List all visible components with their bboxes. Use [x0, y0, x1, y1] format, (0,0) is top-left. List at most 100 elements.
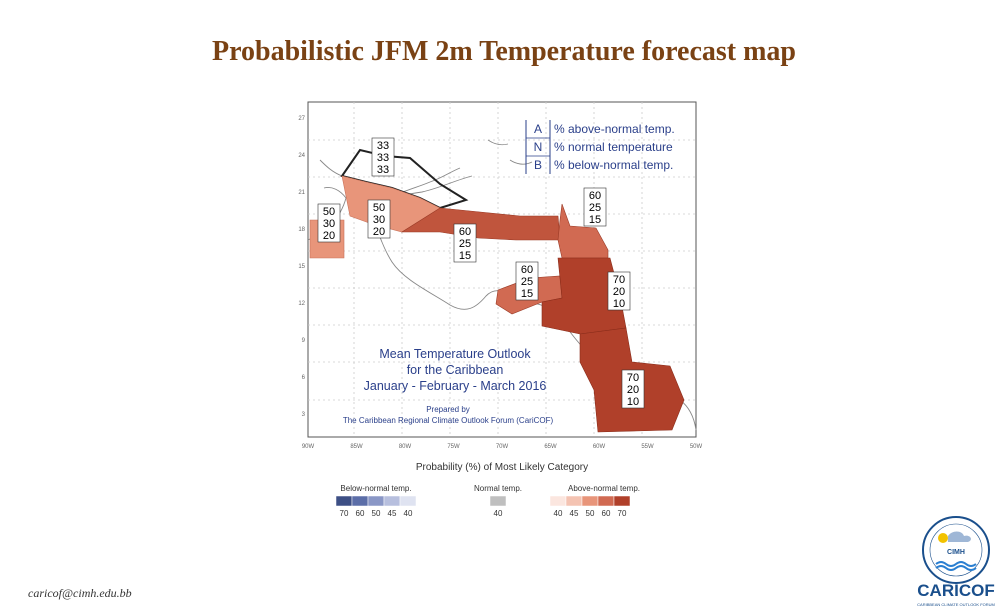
svg-text:33: 33: [377, 164, 389, 176]
footer-email[interactable]: caricof@cimh.edu.bb: [28, 586, 132, 600]
legend-tick: 45: [388, 509, 397, 518]
legend-above-label: Above-normal temp.: [568, 484, 640, 493]
key-text-below: % below-normal temp.: [554, 158, 673, 172]
lon-label: 70W: [496, 444, 509, 450]
legend-swatch: [367, 495, 385, 507]
svg-text:60: 60: [589, 190, 601, 202]
lat-label: 18: [298, 227, 305, 233]
slide-title: Probabilistic JFM 2m Temperature forecas…: [211, 36, 797, 67]
legend-swatch: [581, 495, 599, 507]
legend-tick: 70: [618, 509, 627, 518]
lat-label: 6: [302, 375, 306, 381]
svg-text:10: 10: [613, 298, 625, 310]
legend-tick: 50: [586, 509, 595, 518]
svg-text:for the Caribbean: for the Caribbean: [407, 363, 504, 377]
lat-label: 21: [298, 190, 305, 196]
prob-box-cuba: 50 30 20: [367, 199, 391, 239]
svg-text:20: 20: [613, 286, 625, 298]
legend-tick: 60: [602, 509, 611, 518]
legend-swatch: [565, 495, 583, 507]
prob-box-bahamas: 33 33 33: [371, 137, 395, 177]
legend-swatch: [335, 495, 353, 507]
svg-text:15: 15: [521, 288, 533, 300]
key-letter-n: N: [534, 140, 543, 154]
key-text-normal: % normal temperature: [554, 140, 673, 154]
legend-below: Below-normal temp. 70 60 50 45 40: [335, 484, 417, 518]
prob-box-belize: 50 30 20: [317, 203, 341, 243]
svg-text:60: 60: [459, 226, 471, 238]
lat-label: 24: [298, 153, 305, 159]
svg-text:15: 15: [589, 214, 601, 226]
svg-text:Mean Temperature Outlook: Mean Temperature Outlook: [379, 347, 531, 361]
legend-swatch: [399, 495, 417, 507]
wave-icon: [935, 561, 977, 567]
svg-text:70: 70: [613, 274, 625, 286]
svg-text:70: 70: [627, 372, 639, 384]
legend-swatch: [351, 495, 369, 507]
forecast-map-svg: 33 33 33 50 30 20 50 30 20 60 25 15 60 2…: [298, 101, 703, 518]
legend-tick: 50: [372, 509, 381, 518]
svg-text:20: 20: [323, 230, 335, 242]
cimh-label: CIMH: [947, 549, 965, 556]
svg-text:50: 50: [373, 202, 385, 214]
legend-tick: 40: [494, 509, 503, 518]
prob-box-abc-islands: 60 25 15: [515, 261, 539, 301]
svg-text:30: 30: [323, 218, 335, 230]
legend-swatch: [383, 495, 401, 507]
legend-normal-label: Normal temp.: [474, 484, 522, 493]
lon-label: 50W: [690, 444, 703, 450]
lon-label: 80W: [399, 444, 412, 450]
lat-label: 12: [298, 301, 305, 307]
lon-label: 55W: [641, 444, 654, 450]
lon-label: 60W: [593, 444, 606, 450]
caricof-logo: CIMH CARICOF CARIBBEAN CLIMATE OUTLOOK F…: [906, 512, 1006, 610]
legend-above: Above-normal temp. 40 45 50 60 70: [549, 484, 640, 518]
legend-swatch: [597, 495, 615, 507]
cloud-icon: [948, 531, 971, 542]
map-title: Mean Temperature Outlook for the Caribbe…: [364, 347, 547, 393]
sun-icon: [938, 533, 948, 543]
lat-axis-labels: 27 24 21 18 15 12 9 6 3: [298, 116, 305, 418]
legend-below-label: Below-normal temp.: [340, 484, 411, 493]
svg-text:The Caribbean Regional Climate: The Caribbean Regional Climate Outlook F…: [343, 416, 554, 425]
svg-text:25: 25: [521, 276, 533, 288]
svg-text:January - February - March 201: January - February - March 2016: [364, 379, 547, 393]
map-key: A N B % above-normal temp. % normal temp…: [525, 120, 675, 174]
region-greater-antilles: [400, 207, 561, 241]
svg-text:20: 20: [627, 384, 639, 396]
legend-tick: 40: [404, 509, 413, 518]
legend-tick: 40: [554, 509, 563, 518]
lon-label: 90W: [302, 444, 315, 450]
svg-text:20: 20: [373, 226, 385, 238]
lon-label: 65W: [544, 444, 557, 450]
lat-label: 9: [302, 338, 306, 344]
legend-title: Probability (%) of Most Likely Category: [416, 462, 588, 473]
svg-text:15: 15: [459, 250, 471, 262]
key-text-above: % above-normal temp.: [554, 122, 675, 136]
svg-text:33: 33: [377, 140, 389, 152]
svg-text:50: 50: [323, 206, 335, 218]
svg-text:25: 25: [459, 238, 471, 250]
lat-label: 3: [302, 412, 306, 418]
lon-label: 85W: [350, 444, 363, 450]
prob-box-lesser-antilles: 60 25 15: [583, 187, 607, 227]
legend-swatch: [489, 495, 507, 507]
svg-text:33: 33: [377, 152, 389, 164]
svg-text:10: 10: [627, 396, 639, 408]
svg-text:Prepared by: Prepared by: [426, 405, 470, 414]
legend-swatch: [549, 495, 567, 507]
prob-box-guianas: 70 20 10: [621, 369, 645, 409]
caricof-tagline: CARIBBEAN CLIMATE OUTLOOK FORUM: [917, 602, 995, 607]
caricof-wordmark: CARICOF: [917, 581, 994, 600]
lat-label: 27: [298, 116, 305, 122]
legend-tick: 70: [340, 509, 349, 518]
lat-label: 15: [298, 264, 305, 270]
svg-text:30: 30: [373, 214, 385, 226]
map-credit: Prepared by The Caribbean Regional Clima…: [343, 405, 554, 425]
prob-box-greater-antilles: 60 25 15: [453, 223, 477, 263]
svg-text:25: 25: [589, 202, 601, 214]
key-letter-a: A: [534, 122, 542, 136]
prob-box-trinidad: 70 20 10: [607, 271, 631, 311]
lon-axis-labels: 90W 85W 80W 75W 70W 65W 60W 55W 50W: [302, 444, 703, 450]
legend-tick: 60: [356, 509, 365, 518]
